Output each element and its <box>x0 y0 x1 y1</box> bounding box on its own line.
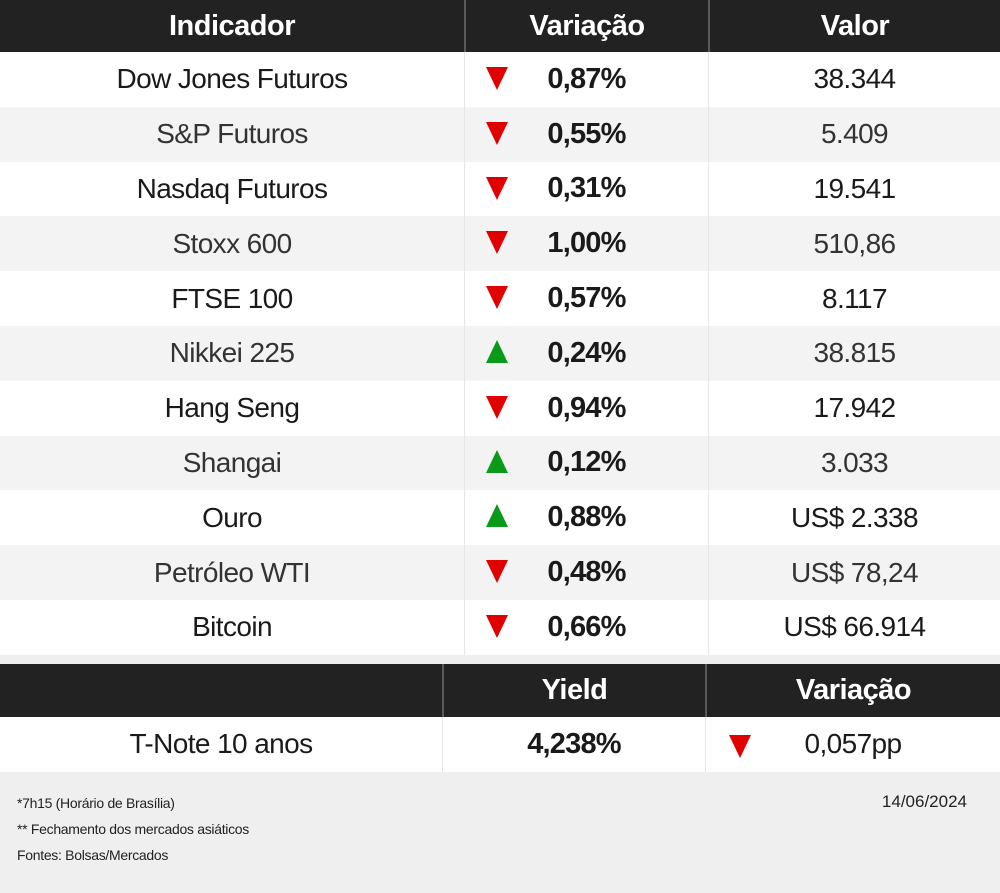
header-indicator: Indicador <box>168 9 296 42</box>
variation-value: 0,48% <box>547 556 626 589</box>
variation-cell: 0,55% <box>464 106 708 162</box>
variation-value: 0,87% <box>547 62 626 95</box>
footnote-asian-markets: ** Fechamento dos mercados asiáticos <box>17 820 249 837</box>
bond-indicator: T-Note 10 anos <box>129 728 313 760</box>
down-arrow-icon <box>486 176 508 200</box>
indicator-value: 8.117 <box>708 271 1000 326</box>
market-indicators-table: Indicador Variação Valor Dow Jones Futur… <box>0 0 1000 655</box>
variation-value: 0,94% <box>547 391 626 424</box>
down-arrow-icon <box>729 734 751 758</box>
variation-cell: 0,24% <box>464 325 708 381</box>
indicator-value: US$ 78,24 <box>708 545 1000 600</box>
table-row: Petróleo WTI 0,48% US$ 78,24 <box>0 545 1000 600</box>
table-body: Dow Jones Futuros 0,87% 38.344 S&P Futuros 0… <box>0 52 1000 655</box>
variation-cell: 0,12% <box>464 435 708 491</box>
up-arrow-icon <box>486 504 508 528</box>
table-row: Stoxx 600 1,00% 510,86 <box>0 216 1000 272</box>
header-value: Valor <box>708 0 1000 52</box>
indicator-value: 38.344 <box>708 52 1000 107</box>
variation-value: 0,55% <box>547 117 626 150</box>
footnote-time: *7h15 (Horário de Brasília) <box>17 794 175 811</box>
header-blank <box>0 664 442 717</box>
variation-value: 0,12% <box>547 446 626 479</box>
indicator-value: 38.815 <box>708 325 1000 381</box>
table-header: Indicador Variação Valor <box>0 0 1000 52</box>
table-row: Hang Seng 0,94% 17.942 <box>0 380 1000 436</box>
table-row: Nikkei 225 0,24% 38.815 <box>0 325 1000 381</box>
variation-cell: 0,48% <box>464 545 708 600</box>
table-separator <box>0 654 1000 664</box>
bond-yield-value: 4,238% <box>442 716 705 772</box>
up-arrow-icon <box>486 339 508 363</box>
variation-cell: 0,87% <box>464 52 708 107</box>
bond-variation-cell: 0,057pp <box>705 716 1000 772</box>
indicator-value: 510,86 <box>708 216 1000 272</box>
indicator-value: 3.033 <box>708 435 1000 491</box>
table-row: FTSE 100 0,57% 8.117 <box>0 271 1000 326</box>
header-bond-variation: Variação <box>705 663 1000 717</box>
down-arrow-icon <box>486 614 508 638</box>
bond-variation-value: 0,057pp <box>804 728 902 760</box>
variation-value: 0,31% <box>547 172 626 205</box>
footer: *7h15 (Horário de Brasília) ** Fechament… <box>0 771 1000 892</box>
indicator-name: Bitcoin <box>192 611 272 643</box>
variation-cell: 1,00% <box>464 216 708 272</box>
table-row: T-Note 10 anos 4,238% 0,057pp <box>0 716 1000 772</box>
variation-cell: 0,88% <box>464 490 708 546</box>
down-arrow-icon <box>486 231 508 255</box>
indicator-name: Shangai <box>182 446 282 478</box>
indicator-name: Nasdaq Futuros <box>136 172 328 204</box>
table-row: S&P Futuros 0,55% 5.409 <box>0 106 1000 162</box>
indicator-name: Nikkei 225 <box>169 337 295 369</box>
indicator-name: FTSE 100 <box>171 282 293 314</box>
down-arrow-icon <box>486 121 508 145</box>
report-date: 14/06/2024 <box>881 791 967 811</box>
indicator-value: US$ 66.914 <box>708 599 1000 655</box>
up-arrow-icon <box>486 449 508 473</box>
table-row: Ouro 0,88% US$ 2.338 <box>0 490 1000 546</box>
indicator-value: 5.409 <box>708 106 1000 162</box>
down-arrow-icon <box>486 560 508 584</box>
indicator-name: S&P Futuros <box>156 118 308 150</box>
variation-value: 0,88% <box>547 501 626 534</box>
variation-cell: 0,31% <box>464 161 708 217</box>
table-row: Nasdaq Futuros 0,31% 19.541 <box>0 161 1000 217</box>
indicator-value: US$ 2.338 <box>708 490 1000 546</box>
header-yield: Yield <box>442 663 705 717</box>
table-row: Bitcoin 0,66% US$ 66.914 <box>0 599 1000 655</box>
indicator-name: Ouro <box>202 501 262 533</box>
indicator-name: Dow Jones Futuros <box>116 63 348 95</box>
down-arrow-icon <box>486 395 508 419</box>
bond-table-header: Yield Variação <box>0 663 1000 717</box>
header-variation: Variação <box>464 0 708 52</box>
indicator-name: Petróleo WTI <box>153 556 311 588</box>
variation-value: 0,66% <box>547 610 626 643</box>
variation-cell: 0,57% <box>464 271 708 326</box>
footnote-sources: Fontes: Bolsas/Mercados <box>17 846 169 863</box>
variation-cell: 0,94% <box>464 380 708 436</box>
variation-value: 0,24% <box>547 336 626 369</box>
variation-cell: 0,66% <box>464 599 708 655</box>
indicator-value: 19.541 <box>708 161 1000 217</box>
indicator-name: Hang Seng <box>164 392 300 424</box>
variation-value: 1,00% <box>547 227 626 260</box>
footnotes: *7h15 (Horário de Brasília) ** Fechament… <box>17 790 249 868</box>
table-row: Dow Jones Futuros 0,87% 38.344 <box>0 52 1000 107</box>
down-arrow-icon <box>486 286 508 310</box>
indicator-name: Stoxx 600 <box>172 227 292 259</box>
down-arrow-icon <box>486 67 508 90</box>
indicator-value: 17.942 <box>708 380 1000 436</box>
table-row: Shangai 0,12% 3.033 <box>0 435 1000 491</box>
bond-yield-table: Yield Variação T-Note 10 anos 4,238% 0,0… <box>0 663 1000 772</box>
variation-value: 0,57% <box>547 282 626 315</box>
